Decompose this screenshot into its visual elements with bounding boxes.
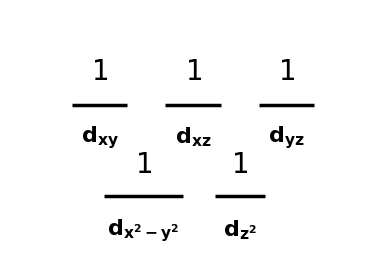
Text: $\mathbf{d_{x^2-y^2}}$: $\mathbf{d_{x^2-y^2}}$ (107, 217, 180, 244)
Text: $1$: $1$ (135, 154, 152, 179)
Text: $\mathbf{d_{xz}}$: $\mathbf{d_{xz}}$ (175, 126, 211, 149)
Text: $\mathbf{d_{xy}}$: $\mathbf{d_{xy}}$ (81, 124, 119, 151)
Text: $1$: $1$ (278, 61, 295, 86)
Text: $1$: $1$ (185, 61, 202, 86)
Text: $\mathbf{d_{yz}}$: $\mathbf{d_{yz}}$ (268, 124, 305, 151)
Text: $1$: $1$ (91, 61, 108, 86)
Text: $1$: $1$ (231, 154, 248, 179)
Text: $\mathbf{d_{z^2}}$: $\mathbf{d_{z^2}}$ (223, 218, 257, 242)
